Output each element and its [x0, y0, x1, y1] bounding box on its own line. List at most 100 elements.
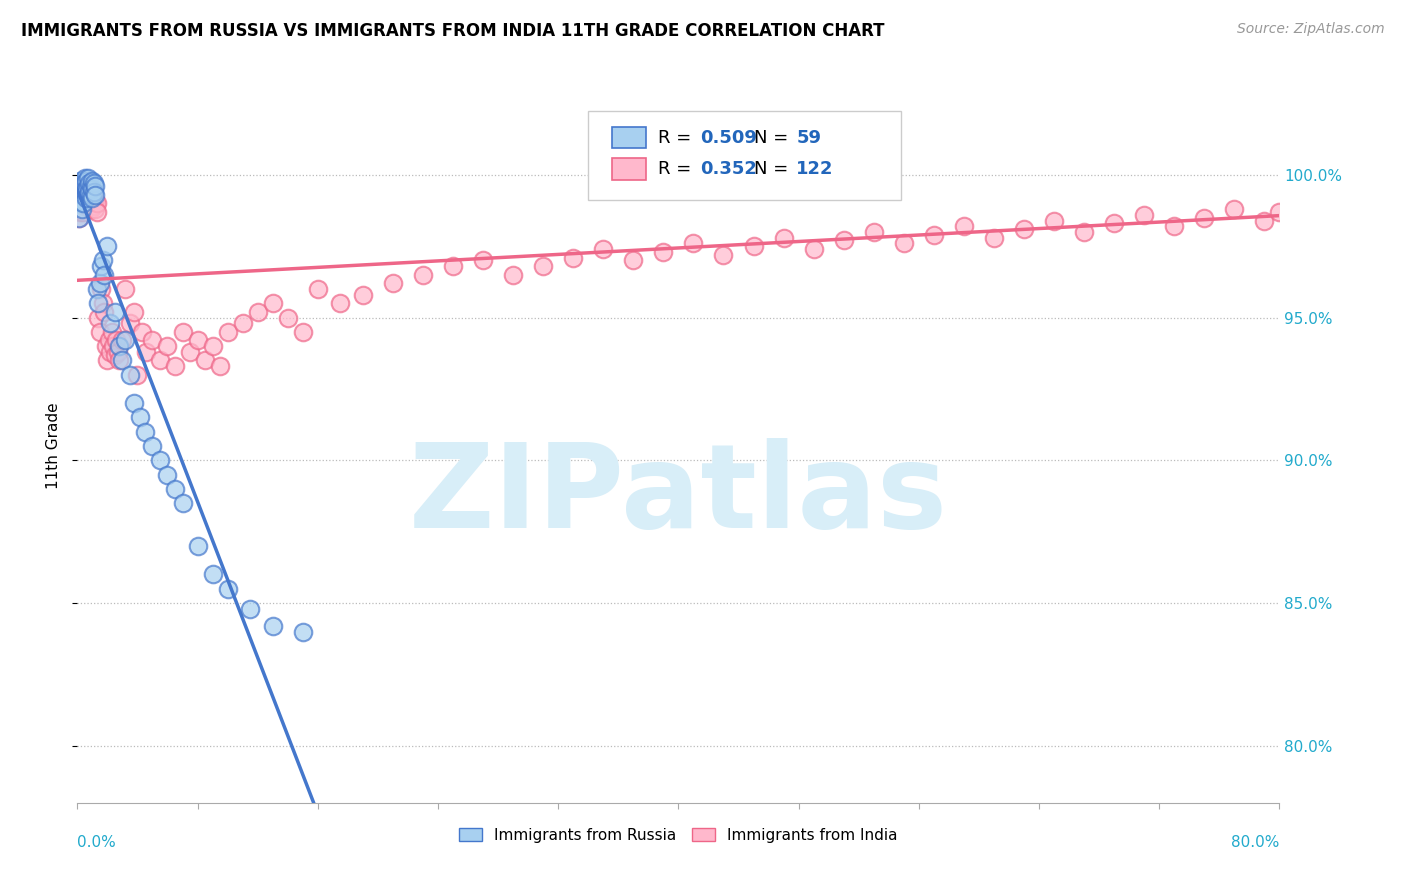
Immigrants from Russia: [67, 211, 90, 225]
Immigrants from Russia: [91, 253, 114, 268]
Immigrants from India: [772, 230, 794, 244]
Immigrants from India: [893, 236, 915, 251]
Immigrants from India: [79, 199, 101, 213]
Immigrants from India: [1012, 222, 1035, 236]
Immigrants from Russia: [75, 182, 97, 196]
Immigrants from India: [307, 282, 329, 296]
Immigrants from India: [441, 259, 464, 273]
Immigrants from Russia: [156, 467, 179, 482]
Text: 122: 122: [796, 161, 834, 178]
Immigrants from India: [82, 187, 104, 202]
Immigrants from Russia: [83, 177, 105, 191]
Immigrants from India: [67, 211, 90, 225]
Immigrants from India: [79, 191, 101, 205]
Immigrants from Russia: [84, 179, 107, 194]
Immigrants from Russia: [86, 282, 108, 296]
Immigrants from India: [72, 187, 94, 202]
Immigrants from India: [1163, 219, 1185, 234]
Immigrants from Russia: [129, 410, 152, 425]
Immigrants from India: [135, 344, 157, 359]
Immigrants from India: [84, 194, 107, 208]
Immigrants from India: [80, 194, 103, 208]
Immigrants from India: [953, 219, 976, 234]
Immigrants from Russia: [124, 396, 146, 410]
Immigrants from Russia: [104, 305, 127, 319]
Immigrants from India: [1268, 205, 1291, 219]
Immigrants from India: [531, 259, 554, 273]
Bar: [612, 159, 645, 180]
Immigrants from Russia: [69, 173, 91, 187]
Immigrants from India: [82, 196, 104, 211]
Immigrants from Russia: [82, 182, 104, 196]
Immigrants from Russia: [201, 567, 224, 582]
Immigrants from Russia: [75, 173, 97, 187]
Immigrants from India: [1313, 199, 1336, 213]
Immigrants from India: [104, 348, 127, 362]
Immigrants from Russia: [73, 170, 96, 185]
Immigrants from India: [118, 316, 141, 330]
Immigrants from Russia: [186, 539, 209, 553]
Immigrants from Russia: [75, 191, 97, 205]
Immigrants from Russia: [72, 187, 94, 202]
Immigrants from India: [83, 191, 105, 205]
Immigrants from India: [75, 194, 97, 208]
Immigrants from India: [179, 344, 201, 359]
Immigrants from India: [114, 282, 136, 296]
Immigrants from India: [502, 268, 524, 282]
Immigrants from India: [621, 253, 644, 268]
Immigrants from Russia: [96, 239, 118, 253]
Text: Source: ZipAtlas.com: Source: ZipAtlas.com: [1237, 22, 1385, 37]
Immigrants from Russia: [79, 177, 101, 191]
Immigrants from Russia: [93, 268, 115, 282]
Immigrants from India: [832, 234, 855, 248]
Immigrants from Russia: [69, 191, 91, 205]
Immigrants from India: [76, 196, 98, 211]
Bar: [612, 127, 645, 148]
FancyBboxPatch shape: [588, 111, 901, 200]
Text: 0.352: 0.352: [700, 161, 756, 178]
Text: 80.0%: 80.0%: [1232, 835, 1279, 850]
Immigrants from India: [412, 268, 434, 282]
Immigrants from India: [217, 325, 239, 339]
Immigrants from India: [352, 287, 374, 301]
Immigrants from India: [105, 334, 128, 348]
Text: ZIPatlas: ZIPatlas: [409, 439, 948, 553]
Text: 0.509: 0.509: [700, 128, 756, 146]
Immigrants from India: [75, 185, 97, 199]
Immigrants from India: [86, 205, 108, 219]
Immigrants from Russia: [83, 185, 105, 199]
Immigrants from Russia: [76, 170, 98, 185]
Immigrants from India: [1073, 225, 1095, 239]
Text: 59: 59: [796, 128, 821, 146]
Text: N =: N =: [754, 128, 794, 146]
Text: R =: R =: [658, 128, 697, 146]
Immigrants from Russia: [73, 185, 96, 199]
Immigrants from Russia: [69, 182, 91, 196]
Immigrants from India: [96, 353, 118, 368]
Immigrants from India: [100, 344, 122, 359]
Immigrants from India: [141, 334, 163, 348]
Immigrants from India: [472, 253, 495, 268]
Immigrants from India: [72, 205, 94, 219]
Immigrants from Russia: [134, 425, 156, 439]
Immigrants from Russia: [90, 259, 112, 273]
Immigrants from India: [246, 305, 269, 319]
Immigrants from India: [97, 334, 120, 348]
Immigrants from India: [1329, 191, 1351, 205]
Text: IMMIGRANTS FROM RUSSIA VS IMMIGRANTS FROM INDIA 11TH GRADE CORRELATION CHART: IMMIGRANTS FROM RUSSIA VS IMMIGRANTS FRO…: [21, 22, 884, 40]
Text: R =: R =: [658, 161, 697, 178]
Immigrants from Russia: [291, 624, 314, 639]
Immigrants from India: [149, 353, 172, 368]
Text: 0.0%: 0.0%: [77, 835, 117, 850]
Immigrants from India: [73, 182, 96, 196]
Immigrants from Russia: [73, 177, 96, 191]
Immigrants from Russia: [111, 353, 134, 368]
Immigrants from Russia: [262, 619, 284, 633]
Immigrants from Russia: [67, 196, 90, 211]
Immigrants from India: [127, 368, 149, 382]
Immigrants from India: [1253, 213, 1275, 227]
Immigrants from Russia: [172, 496, 194, 510]
Immigrants from India: [592, 242, 614, 256]
Immigrants from India: [124, 305, 146, 319]
Immigrants from India: [73, 199, 96, 213]
